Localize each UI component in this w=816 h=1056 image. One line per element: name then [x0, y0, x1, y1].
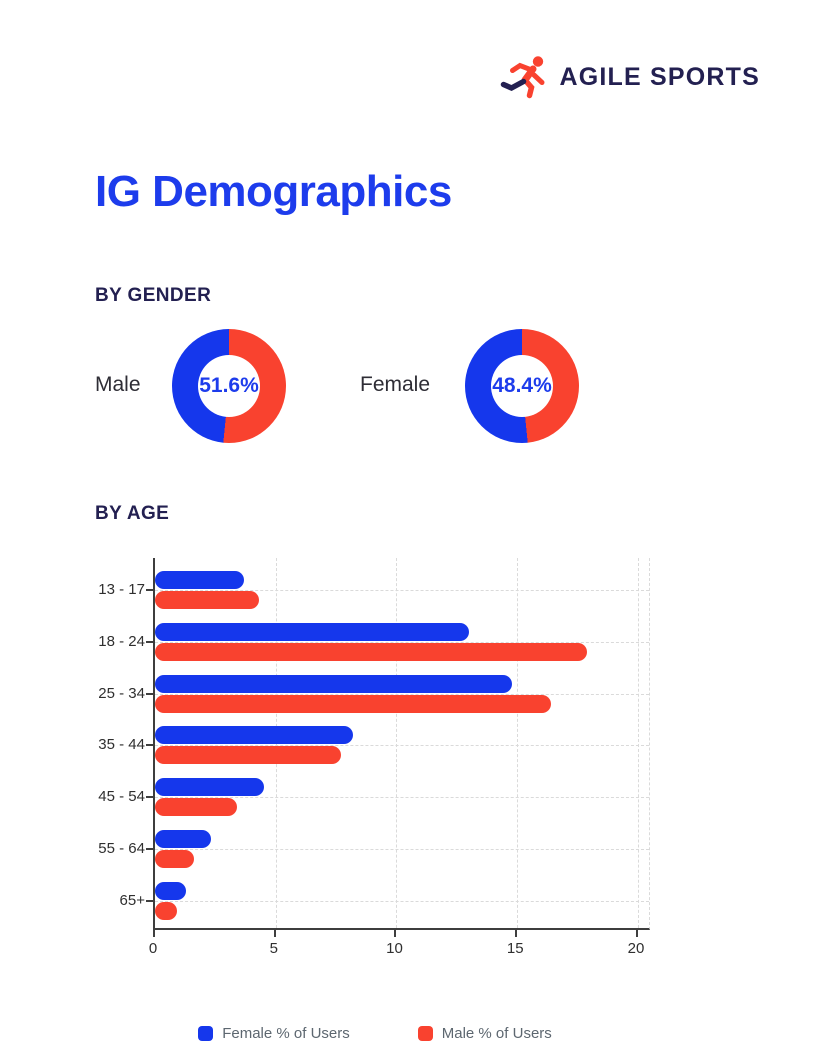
grid-line-row: [155, 693, 649, 695]
x-tick-label-0: 0: [148, 940, 158, 957]
female-bar-13-17: [155, 571, 245, 589]
y-tick: [146, 744, 153, 747]
age-label: 65+: [119, 891, 145, 909]
age-section: BY AGE 13 - 17 18 - 24 25 - 34 35 - 44 45 - …: [95, 503, 715, 1042]
grid-line-row: [155, 641, 649, 643]
male-bar-55-64: [155, 850, 194, 869]
age-label: 35 - 44: [98, 736, 145, 754]
male-swatch: [417, 1026, 433, 1041]
male-donut-value: 51.6%: [199, 374, 259, 397]
legend-item-male: Male % of Users: [417, 1025, 552, 1042]
x-tick-15: [515, 930, 518, 937]
grid-line-row: [155, 900, 649, 902]
male-bar-25-34: [155, 694, 552, 713]
male-donut-chart: 51.6%: [172, 329, 286, 443]
age-label: 55 - 64: [98, 840, 145, 858]
x-axis: 0 5 10 15 20: [149, 930, 650, 964]
legend-item-female: Female % of Users: [198, 1025, 350, 1042]
age-bar-chart: 13 - 17 18 - 24 25 - 34 35 - 44 45 - 54 55 - …: [95, 558, 655, 1042]
age-heading: BY AGE: [95, 503, 170, 524]
female-bar-25-34: [155, 674, 513, 693]
female-bar-65+: [155, 881, 187, 900]
female-donut-value: 48.4%: [492, 374, 552, 397]
grid-line-row: [155, 745, 649, 747]
grid-line-x10: [396, 558, 398, 928]
female-label: Female: [360, 373, 431, 396]
brand-name: AGILE SPORTS: [559, 62, 760, 91]
age-label: 25 - 34: [98, 684, 145, 702]
x-tick-label-15: 15: [506, 940, 524, 957]
male-bar-45-54: [155, 798, 238, 817]
grid-line-x20: [637, 558, 639, 928]
y-tick: [146, 848, 153, 851]
male-label: Male: [95, 373, 141, 396]
male-bar-35-44: [155, 746, 341, 765]
female-bar-45-54: [155, 778, 264, 797]
age-axis-labels: 13 - 17 18 - 24 25 - 34 35 - 44 45 - 54 55 - …: [95, 558, 151, 930]
age-plot: [146, 558, 650, 930]
brand-logo: AGILE SPORTS: [500, 54, 760, 100]
x-tick-label-20: 20: [627, 940, 645, 957]
age-label: 13 - 17: [98, 581, 145, 598]
gender-heading: BY GENDER: [95, 285, 212, 306]
male-bar-18-24: [155, 642, 588, 661]
x-tick-label-10: 10: [386, 940, 403, 957]
y-tick: [146, 589, 153, 591]
y-tick: [146, 640, 153, 643]
x-tick-20: [635, 930, 638, 937]
x-tick-5: [273, 930, 276, 937]
legend-label-male: Male % of Users: [441, 1025, 552, 1042]
grid-line-x15: [517, 558, 519, 928]
y-tick: [146, 692, 153, 695]
chart-legend: Female % of Users Male % of Users: [95, 1025, 655, 1042]
age-label: 45 - 54: [98, 788, 145, 806]
female-donut-chart: 48.4%: [465, 329, 579, 443]
page-title: IG Demographics: [95, 167, 452, 216]
gender-section: BY GENDER Male 51.6% Female 48.4%: [95, 285, 655, 465]
female-bar-35-44: [155, 726, 354, 745]
runner-icon: [500, 54, 550, 100]
male-bar-65+: [155, 901, 177, 920]
female-bar-55-64: [155, 830, 211, 849]
grid-line-row: [155, 797, 649, 799]
y-tick: [146, 796, 153, 799]
legend-label-female: Female % of Users: [222, 1025, 350, 1042]
x-tick-label-5: 5: [269, 940, 278, 957]
x-tick-10: [394, 930, 397, 937]
age-label: 18 - 24: [98, 632, 145, 650]
female-bar-18-24: [155, 622, 469, 641]
female-swatch: [198, 1026, 214, 1041]
x-tick-0: [153, 930, 155, 937]
grid-line-row: [155, 849, 649, 851]
y-tick: [146, 899, 153, 902]
male-bar-13-17: [155, 591, 259, 609]
grid-line-row: [155, 590, 649, 591]
